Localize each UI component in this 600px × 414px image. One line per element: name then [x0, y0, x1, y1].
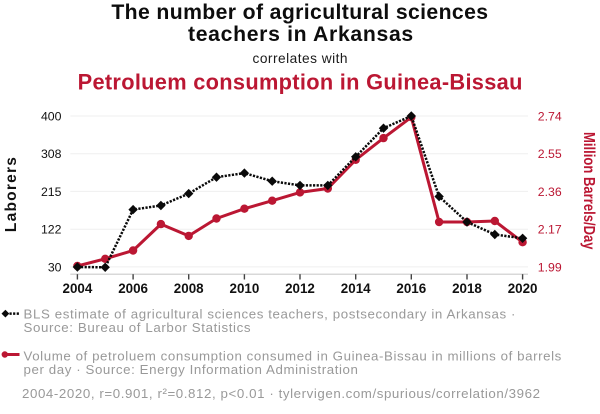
- svg-text:BLS estimate of agricultural s: BLS estimate of agricultural sciences te…: [24, 307, 516, 322]
- svg-text:Laborers: Laborers: [3, 157, 20, 232]
- svg-text:The number of agricultural sci: The number of agricultural sciences: [111, 1, 488, 24]
- svg-text:2008: 2008: [174, 281, 204, 296]
- svg-text:400: 400: [41, 109, 62, 123]
- svg-text:Source: Bureau of Larbor Stati: Source: Bureau of Larbor Statistics: [24, 320, 251, 335]
- svg-text:Petroluem consumption in Guine: Petroluem consumption in Guinea-Bissau: [78, 69, 523, 94]
- svg-text:correlates with: correlates with: [253, 51, 348, 66]
- svg-text:2010: 2010: [230, 281, 260, 296]
- svg-text:teachers in Arkansas: teachers in Arkansas: [188, 23, 413, 46]
- svg-text:2004-2020, r=0.901, r²=0.812,: 2004-2020, r=0.901, r²=0.812, p<0.01 · t…: [22, 386, 540, 401]
- svg-text:2014: 2014: [341, 281, 371, 296]
- svg-text:2006: 2006: [118, 281, 148, 296]
- svg-text:2004: 2004: [63, 281, 93, 296]
- svg-text:Volume of petroluem consumptio: Volume of petroluem consumption consumed…: [24, 349, 562, 364]
- svg-text:2018: 2018: [452, 281, 482, 296]
- svg-text:2.74: 2.74: [538, 109, 562, 123]
- svg-text:2.36: 2.36: [538, 185, 562, 199]
- svg-text:2020: 2020: [508, 281, 538, 296]
- svg-text:2.55: 2.55: [538, 147, 562, 161]
- svg-text:122: 122: [41, 223, 62, 237]
- svg-text:1.99: 1.99: [538, 260, 562, 274]
- svg-text:Million Barrels/Day: Million Barrels/Day: [580, 132, 597, 250]
- svg-text:2016: 2016: [396, 281, 426, 296]
- svg-text:215: 215: [41, 185, 62, 199]
- svg-text:308: 308: [41, 147, 62, 161]
- svg-text:2.17: 2.17: [538, 223, 562, 237]
- svg-text:30: 30: [48, 260, 62, 274]
- svg-text:per day · Source: Energy Infor: per day · Source: Energy Information Adm…: [24, 362, 358, 377]
- svg-text:2012: 2012: [285, 281, 315, 296]
